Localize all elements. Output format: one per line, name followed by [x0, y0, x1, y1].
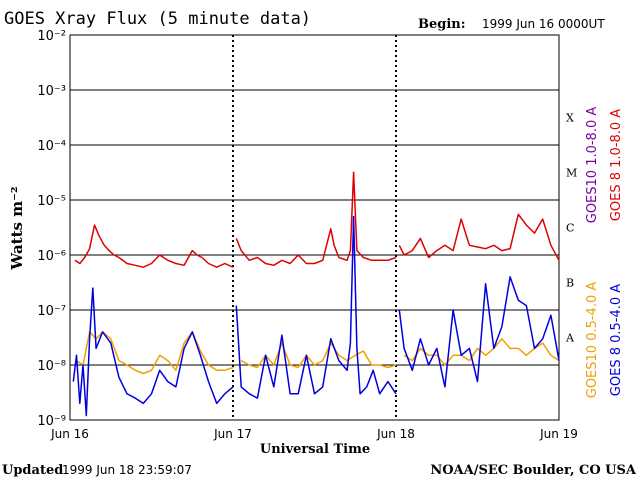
- flare-class-labels: X M C B A: [565, 112, 577, 345]
- grid-lines: [70, 89, 559, 366]
- data-gap-markers: [232, 35, 397, 420]
- flare-class-label: B: [566, 277, 574, 290]
- y-tick-label: 10⁻⁴: [37, 139, 66, 154]
- series-line-goes-8-0-5-4-0-a: [72, 215, 560, 417]
- x-tick-label: Jun 19: [539, 427, 578, 441]
- updated-label: Updated: [2, 463, 63, 478]
- y-tick-label: 10⁻⁸: [37, 359, 66, 374]
- begin-value: 1999 Jun 16 0000UT: [482, 17, 605, 31]
- begin-label: Begin:: [418, 17, 466, 32]
- plot-frame: [69, 34, 560, 421]
- legend-entry: GOES10 0.5-4.0 A: [585, 282, 600, 399]
- series-line-goes-8-1-0-8-0-a: [74, 171, 560, 268]
- x-tick-label: Jun 16: [50, 427, 89, 441]
- x-tick-labels: Jun 16 Jun 17 Jun 18 Jun 19: [50, 427, 578, 441]
- flare-class-label: X: [566, 112, 574, 125]
- series-lines: [72, 171, 560, 417]
- legend-entry: GOES 8 0.5-4.0 A: [609, 284, 624, 396]
- credit-text: NOAA/SEC Boulder, CO USA: [430, 463, 637, 478]
- y-tick-label: 10⁻³: [37, 84, 66, 99]
- x-tick-label: Jun 17: [213, 427, 252, 441]
- updated-value: 1999 Jun 18 23:59:07: [62, 463, 192, 477]
- y-tick-label: 10⁻⁵: [37, 194, 66, 209]
- legend-entry: GOES10 1.0-8.0 A: [585, 107, 600, 224]
- legend: GOES10 1.0-8.0 A GOES 8 1.0-8.0 A GOES10 0…: [585, 107, 624, 399]
- y-tick-label: 10⁻⁹: [37, 414, 66, 429]
- legend-entry: GOES 8 1.0-8.0 A: [609, 109, 624, 221]
- y-tick-labels: 10⁻⁹ 10⁻⁸ 10⁻⁷ 10⁻⁶ 10⁻⁵ 10⁻⁴ 10⁻³ 10⁻²: [37, 29, 75, 429]
- x-tick-label: Jun 18: [376, 427, 415, 441]
- y-tick-label: 10⁻²: [37, 29, 66, 44]
- x-axis-label: Universal Time: [260, 442, 370, 457]
- flare-class-label: C: [566, 222, 574, 235]
- y-axis-label: Watts m⁻²: [8, 186, 26, 270]
- series-line-goes10-0-5-4-0-a: [76, 331, 560, 375]
- y-tick-label: 10⁻⁷: [37, 304, 66, 319]
- y-tick-label: 10⁻⁶: [37, 249, 66, 264]
- flare-class-label: M: [566, 167, 577, 180]
- flare-class-label: A: [565, 332, 575, 345]
- chart-title: GOES Xray Flux (5 minute data): [4, 9, 311, 29]
